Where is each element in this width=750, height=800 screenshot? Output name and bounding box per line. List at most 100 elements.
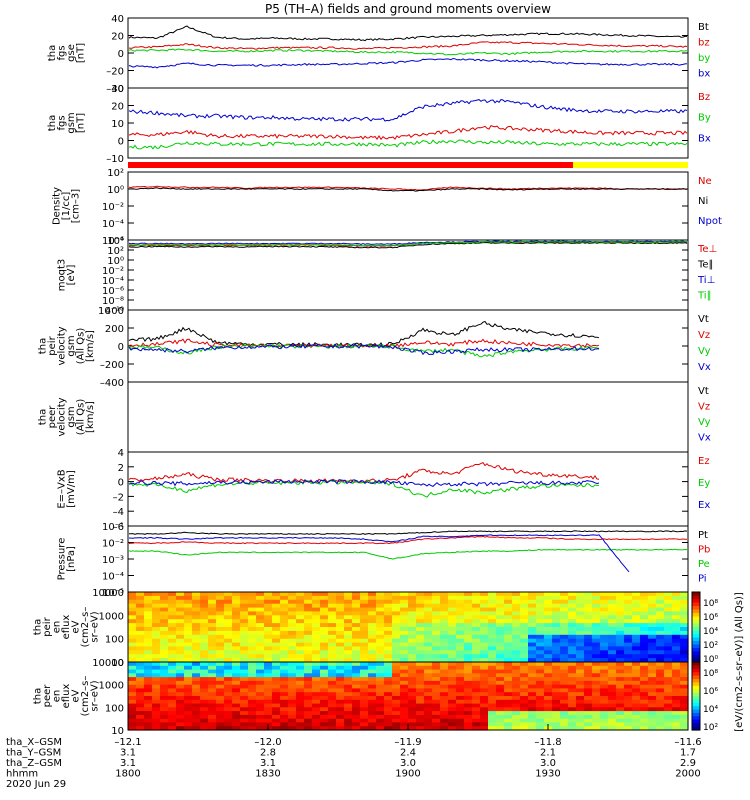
heatmap-cell [632, 707, 641, 712]
heatmap-cell [368, 722, 377, 727]
heatmap-cell [208, 662, 217, 667]
heatmap-cell [672, 699, 681, 705]
heatmap-cell [272, 623, 281, 628]
heatmap-cell [144, 703, 153, 708]
heatmap-cell [184, 599, 193, 605]
heatmap-cell [584, 711, 593, 716]
heatmap-cell [192, 688, 201, 693]
heatmap-cell [360, 696, 369, 701]
heatmap-cell [400, 611, 409, 616]
heatmap-cell [248, 646, 257, 651]
heatmap-cell [536, 634, 545, 640]
heatmap-cell [496, 665, 505, 671]
y-axis-label-line: en [52, 690, 63, 703]
heatmap-cell [528, 669, 537, 674]
series-line-Pb [128, 535, 688, 545]
heatmap-cell [664, 599, 673, 605]
heatmap-cell [544, 630, 553, 636]
y-axis-label-line: tha [37, 338, 48, 354]
heatmap-cell [672, 592, 681, 597]
heatmap-cell [464, 630, 473, 636]
heatmap-cell [520, 665, 529, 671]
heatmap-cell [336, 654, 345, 659]
heatmap-cell [528, 707, 537, 712]
heatmap-cell [312, 684, 321, 690]
colorbar-cell [692, 723, 700, 728]
heatmap-cell [328, 703, 337, 708]
heatmap-cell [288, 726, 297, 731]
heatmap-cell [560, 646, 569, 651]
heatmap-cell [184, 718, 193, 724]
heatmap-cell [384, 654, 393, 659]
heatmap-cell [440, 718, 449, 724]
heatmap-cell [184, 611, 193, 616]
heatmap-cell [552, 696, 561, 701]
heatmap-cell [440, 603, 449, 609]
heatmap-cell [304, 630, 313, 636]
y-axis-label-line: [nT] [75, 43, 86, 63]
legend-entry: Vx [698, 362, 711, 373]
heatmap-cell [504, 662, 513, 667]
heatmap-cell [256, 654, 265, 659]
heatmap-cell [440, 642, 449, 648]
heatmap-cell [528, 658, 537, 663]
heatmap-cell [392, 615, 401, 620]
heatmap-cell [496, 669, 505, 674]
heatmap-cell [648, 623, 657, 628]
heatmap-cell [672, 642, 681, 648]
heatmap-cell [384, 684, 393, 690]
heatmap-cell [512, 714, 521, 720]
heatmap-cell [416, 603, 425, 609]
heatmap-cell [448, 699, 457, 705]
heatmap-cell [424, 630, 433, 636]
heatmap-cell [528, 677, 537, 682]
heatmap-cell [528, 627, 537, 632]
heatmap-cell [408, 658, 417, 663]
heatmap-cell [360, 684, 369, 690]
heatmap-cell [600, 623, 609, 628]
heatmap-cell [400, 646, 409, 651]
heatmap-cell [600, 684, 609, 690]
y-tick-label: 10⁻⁶ [102, 286, 124, 297]
heatmap-cell [560, 642, 569, 648]
heatmap-cell [536, 658, 545, 663]
heatmap-cell [648, 696, 657, 701]
y-tick-label: 10 [111, 119, 124, 130]
colorbar-cell [692, 675, 700, 680]
heatmap-cell [352, 703, 361, 708]
heatmap-cell [496, 718, 505, 724]
heatmap-cell [296, 718, 305, 724]
heatmap-cell [512, 611, 521, 616]
heatmap-cell [192, 592, 201, 597]
heatmap-cell [504, 611, 513, 616]
heatmap-cell [656, 714, 665, 720]
heatmap-cell [568, 703, 577, 708]
heatmap-cell [600, 603, 609, 609]
heatmap-cell [504, 726, 513, 731]
y-axis-label-line: sr–eV) [90, 611, 101, 642]
heatmap-cell [408, 684, 417, 690]
heatmap-cell [664, 615, 673, 620]
heatmap-cell [424, 722, 433, 727]
heatmap-cell [416, 684, 425, 690]
heatmap-cell [392, 642, 401, 648]
heatmap-cell [528, 634, 537, 640]
heatmap-cell [240, 662, 249, 667]
legend-entry: Pt [698, 530, 708, 541]
heatmap-cell [160, 711, 169, 716]
heatmap-cell [672, 665, 681, 671]
heatmap-cell [344, 688, 353, 693]
heatmap-cell [304, 677, 313, 682]
heatmap-cell [680, 630, 689, 636]
heatmap-cell [576, 692, 585, 697]
heatmap-cell [584, 650, 593, 655]
heatmap-cell [568, 646, 577, 651]
heatmap-cell [344, 634, 353, 640]
heatmap-cell [480, 615, 489, 620]
heatmap-cell [304, 638, 313, 644]
heatmap-cell [632, 714, 641, 720]
heatmap-cell [328, 688, 337, 693]
heatmap-cell [192, 711, 201, 716]
heatmap-cell [272, 611, 281, 616]
